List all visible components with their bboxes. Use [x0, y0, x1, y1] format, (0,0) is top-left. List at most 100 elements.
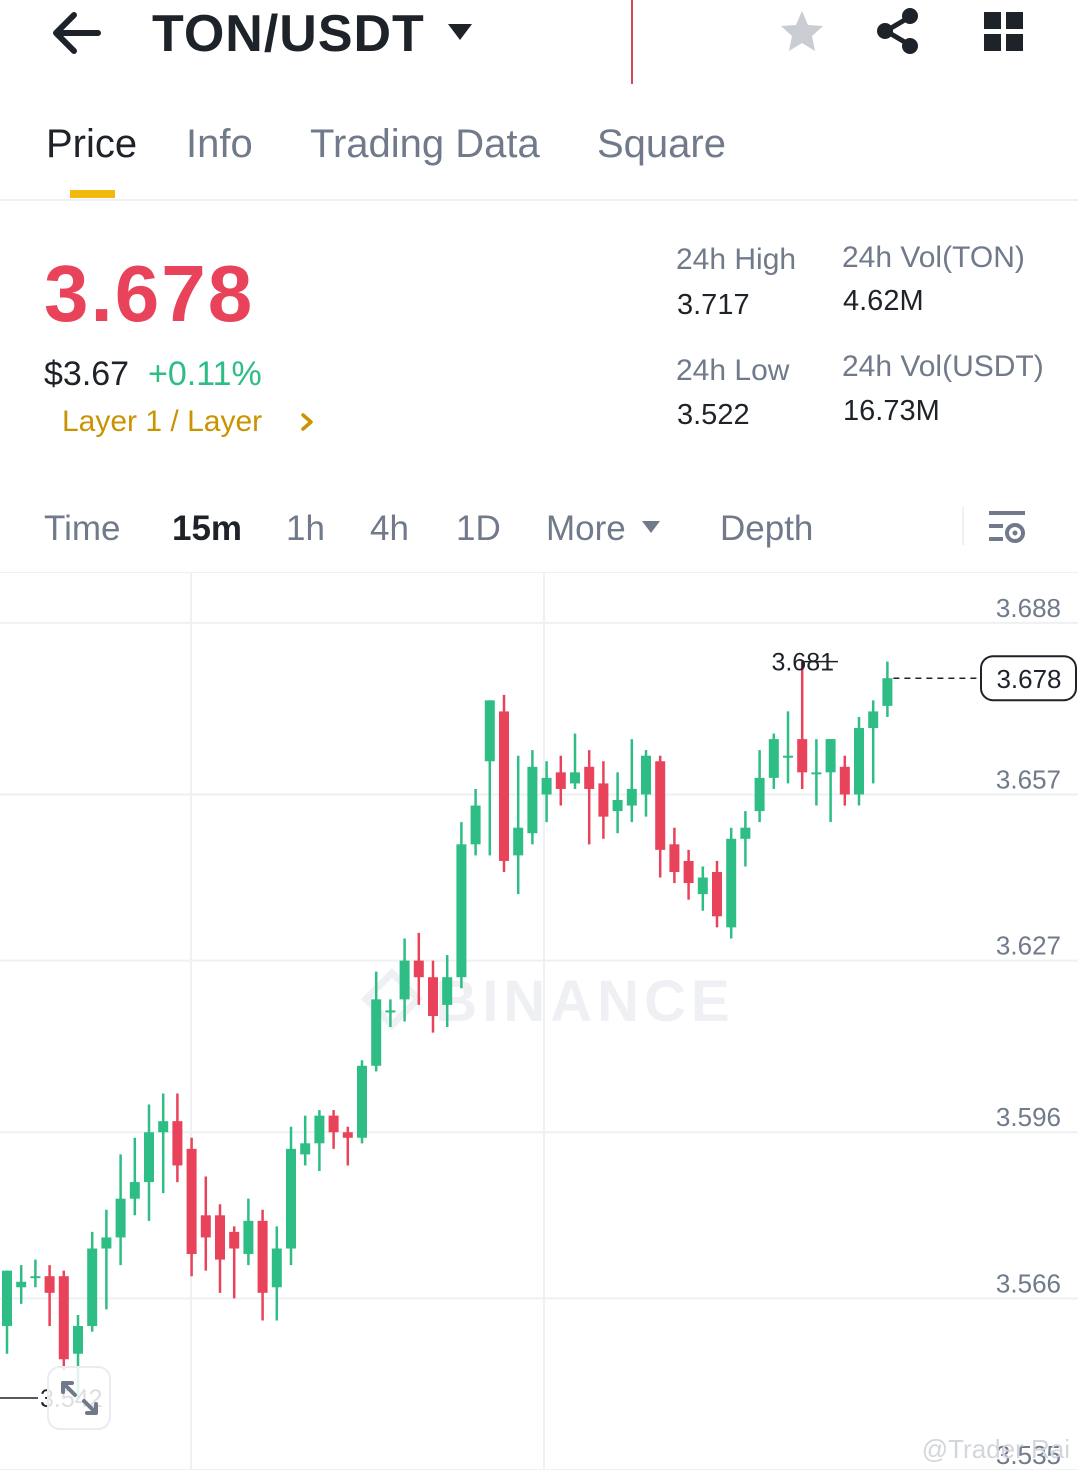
candle-body [158, 1121, 169, 1133]
tf-1d[interactable]: 1D [456, 509, 501, 548]
candle-body [357, 1065, 367, 1138]
candle-body [186, 1148, 197, 1255]
candle-body [215, 1215, 225, 1260]
candle-body [58, 1276, 69, 1360]
candle-body [655, 761, 666, 850]
tf-15m[interactable]: 15m [172, 509, 243, 548]
vol-ton-value: 4.62M [843, 285, 924, 317]
candle-body [87, 1248, 98, 1327]
candle-body [612, 800, 623, 812]
y-tick-label: 3.566 [996, 1268, 1061, 1298]
tab-trading-data[interactable]: Trading Data [310, 122, 540, 166]
price-change: +0.11% [148, 355, 262, 393]
candle-body [697, 877, 708, 895]
candle-body [626, 788, 637, 806]
grid-icon[interactable] [982, 10, 1026, 54]
candle-body [286, 1148, 296, 1249]
high-label: 24h High [676, 243, 797, 276]
candle-body [30, 1276, 41, 1279]
chart-grid [0, 573, 1078, 1470]
divider [0, 199, 1078, 201]
candle-body [484, 700, 495, 762]
candle-body [527, 766, 538, 834]
tab-info[interactable]: Info [186, 122, 253, 166]
candle-body [740, 827, 751, 839]
candle-body [257, 1220, 268, 1293]
candle-body [783, 755, 793, 758]
expand-icon [61, 1381, 98, 1415]
candle-body [271, 1248, 282, 1288]
candle-body [44, 1276, 55, 1293]
tf-depth[interactable]: Depth [720, 509, 814, 548]
candle-body [385, 1010, 396, 1013]
tab-indicator [70, 190, 115, 198]
candle-body [2, 1270, 12, 1327]
candle-body [172, 1121, 183, 1166]
candle-body [229, 1231, 240, 1249]
candle-body [328, 1115, 339, 1133]
tab-square[interactable]: Square [597, 122, 726, 166]
star-icon[interactable] [778, 8, 826, 56]
candles [2, 661, 893, 1399]
last-price: 3.678 [44, 249, 255, 338]
candlestick-chart[interactable]: BINANCE 3.688 3.657 3.627 3.596 3.566 3.535 3… [0, 573, 1078, 1470]
tab-price[interactable]: Price [46, 122, 138, 166]
y-tick-label: 3.596 [996, 1102, 1061, 1132]
candle-body [371, 999, 382, 1066]
category-link[interactable]: Layer 1 / Layer [62, 405, 263, 438]
max-price-label: 3.681 [771, 649, 834, 677]
candle-body [641, 755, 651, 795]
candle-body [754, 777, 765, 812]
candle-body [541, 777, 552, 795]
tf-more[interactable]: More [546, 509, 626, 548]
low-label: 24h Low [676, 354, 790, 387]
vol-usdt-value: 16.73M [843, 395, 940, 427]
y-tick-label: 3.627 [996, 931, 1061, 961]
candle-body [413, 960, 424, 978]
candle-body [570, 772, 580, 784]
candle-body [16, 1281, 27, 1288]
chart-settings-icon[interactable] [986, 508, 1028, 546]
candle-body [144, 1132, 154, 1183]
candle-body [300, 1143, 311, 1155]
caret-down-icon[interactable] [446, 22, 474, 42]
expand-button[interactable] [47, 1366, 111, 1430]
candle-body [669, 844, 680, 872]
pair-title[interactable]: TON/USDT [152, 5, 425, 63]
high-value: 3.717 [677, 289, 750, 321]
divider [0, 572, 1078, 573]
candle-body [868, 711, 879, 729]
candle-body [584, 766, 595, 789]
tf-1h[interactable]: 1h [286, 509, 325, 548]
candle-body [499, 711, 509, 861]
candle-body [73, 1326, 83, 1354]
candle-body [811, 772, 822, 775]
candle-body [428, 977, 438, 1016]
candle-body [129, 1182, 140, 1199]
candle-body [797, 739, 808, 773]
decorative-line [631, 0, 633, 84]
chevron-right-icon[interactable] [298, 412, 316, 432]
share-icon[interactable] [874, 6, 922, 56]
candle-body [456, 844, 467, 978]
candle-body [513, 827, 524, 856]
candle-body [555, 772, 566, 789]
candle-body [243, 1220, 254, 1255]
candle-body [598, 783, 609, 817]
tf-4h[interactable]: 4h [370, 509, 409, 548]
candle-body [854, 728, 864, 795]
candle-body [470, 805, 481, 845]
candle-body [825, 739, 836, 773]
candle-body [768, 739, 779, 778]
candle-body [101, 1237, 112, 1249]
candle-body [683, 860, 694, 884]
candle-body [200, 1215, 211, 1238]
arrow-left-icon[interactable] [50, 10, 102, 56]
credit-text: @Trader Rai [922, 1434, 1070, 1464]
candle-body [115, 1198, 126, 1238]
tf-time[interactable]: Time [44, 509, 121, 548]
caret-down-icon[interactable] [640, 519, 662, 535]
candle-body [399, 960, 410, 1000]
y-axis-labels: 3.688 3.657 3.627 3.596 3.566 3.535 [996, 593, 1061, 1470]
y-tick-label: 3.657 [996, 764, 1061, 794]
